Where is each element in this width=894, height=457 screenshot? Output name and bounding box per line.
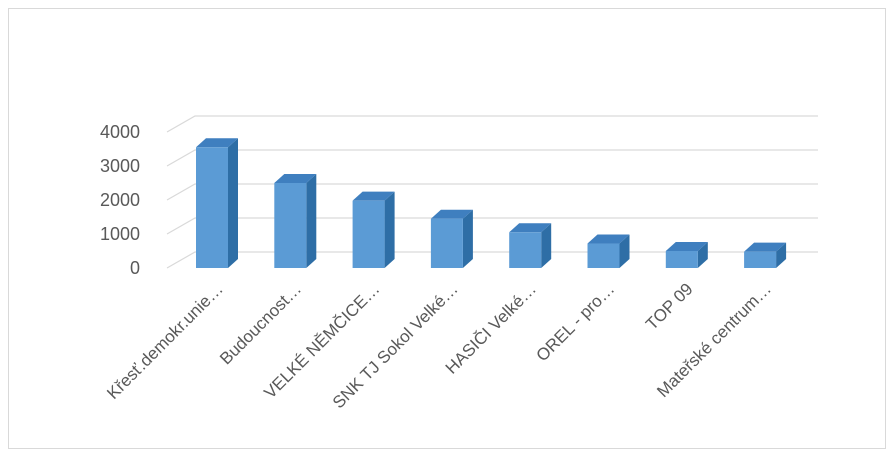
bar-top	[196, 138, 238, 148]
bar-top	[744, 242, 787, 252]
gridline	[166, 115, 818, 133]
bar-side	[228, 138, 238, 268]
y-tick-label: 3000	[100, 156, 140, 176]
gridline	[166, 217, 818, 235]
bar	[509, 223, 552, 268]
bar-side	[697, 242, 708, 268]
gridline	[166, 183, 818, 201]
bar-front	[744, 251, 777, 268]
bar	[274, 174, 317, 268]
bar	[430, 209, 473, 268]
bar-front	[352, 200, 385, 268]
y-tick-label: 2000	[100, 190, 140, 210]
category-label: OREL - pro…	[533, 279, 619, 365]
category-label: TOP 09	[642, 279, 696, 333]
y-tick-label: 1000	[100, 224, 140, 244]
bar-top	[352, 191, 395, 201]
bar	[587, 234, 630, 268]
bar-side	[619, 234, 630, 268]
x-axis-labels: Křesť.demokr.unie…Budoucnost…VELKÉ NĚMČI…	[103, 279, 775, 412]
bar	[665, 242, 708, 268]
bar	[744, 242, 787, 268]
bar-side	[462, 209, 473, 268]
bar	[352, 191, 395, 268]
bar-front	[196, 147, 228, 268]
bar-front	[665, 251, 698, 268]
bar-top	[587, 234, 630, 244]
bar-front	[430, 218, 463, 268]
gridlines	[166, 115, 818, 269]
bar	[196, 138, 238, 268]
bar-side	[384, 191, 395, 268]
gridline	[166, 149, 818, 167]
y-tick-label: 4000	[100, 122, 140, 142]
bar-front	[587, 243, 620, 268]
y-axis-labels: 4000 3000 2000 1000 0	[100, 122, 140, 278]
bar-top	[665, 242, 708, 251]
bar-top	[509, 223, 552, 233]
category-label: Budoucnost…	[216, 279, 305, 368]
bar-top	[430, 209, 473, 219]
bar-side	[776, 242, 787, 268]
category-label: Křesť.demokr.unie…	[103, 279, 227, 403]
bar-side	[306, 174, 317, 268]
bars	[196, 138, 787, 268]
bar-front	[509, 232, 542, 268]
y-tick-label: 0	[130, 258, 140, 278]
bar-top	[274, 174, 317, 183]
bar-front	[274, 183, 307, 268]
gridline	[166, 251, 818, 269]
bar-side	[541, 223, 552, 268]
